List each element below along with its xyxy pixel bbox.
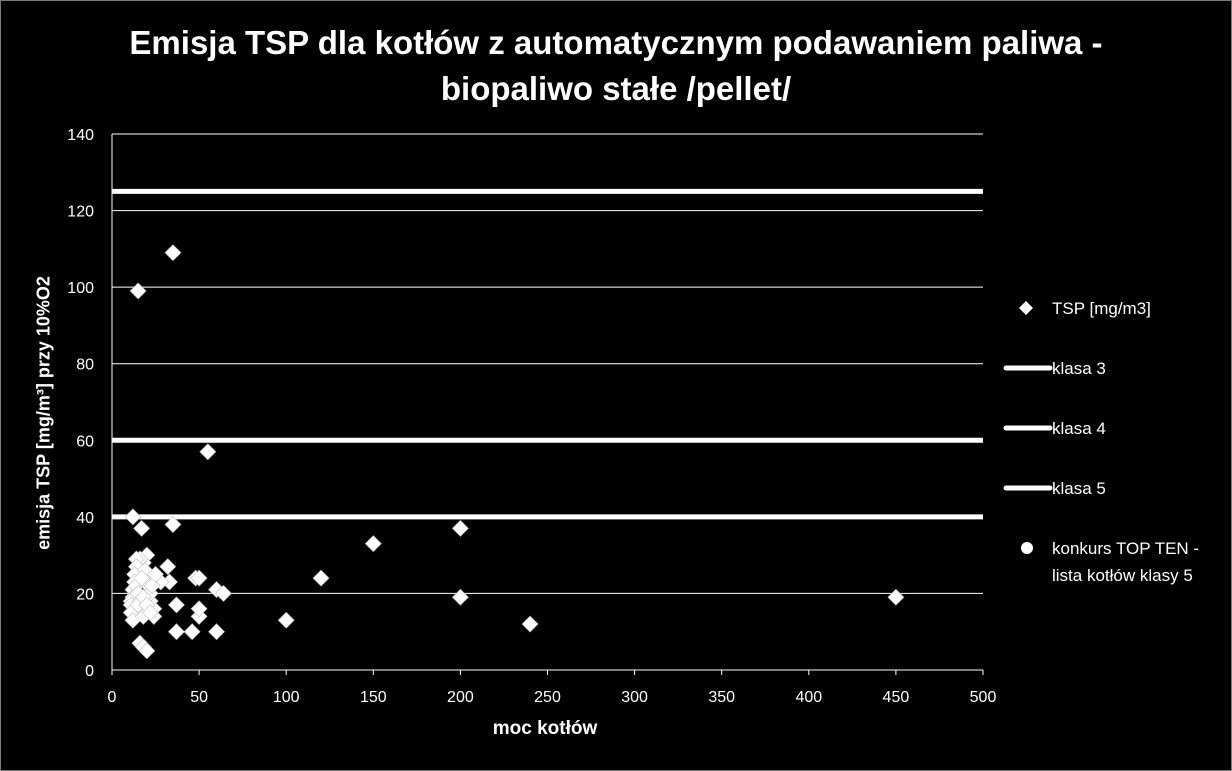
data-point: [138, 642, 156, 660]
y-tick-label: 120: [67, 204, 94, 221]
x-tick-label: 400: [795, 689, 822, 706]
legend-label-top-ten-line2: lista kotłów klasy 5: [1052, 566, 1193, 585]
y-tick-label: 20: [76, 586, 94, 603]
x-axis-label: moc kotłów: [492, 718, 598, 739]
legend-label-klasa-3: klasa 3: [1052, 359, 1106, 378]
data-point: [183, 623, 201, 641]
x-tick-label: 250: [534, 689, 561, 706]
y-tick-label: 80: [76, 357, 94, 374]
y-tick-label: 140: [67, 127, 94, 144]
y-tick-label: 60: [76, 433, 94, 450]
data-point: [164, 516, 182, 533]
data-point: [208, 623, 225, 641]
legend-label-tsp: TSP [mg/m3]: [1052, 299, 1151, 318]
data-point: [159, 558, 177, 576]
data-point: [164, 244, 182, 262]
chart-title-line-1: Emisja TSP dla kotłów z automatycznym po…: [129, 24, 1103, 61]
data-point: [147, 565, 164, 583]
chart-title-line-2: biopaliwo stałe /pellet/: [440, 70, 792, 107]
x-tick-label: 0: [108, 689, 117, 706]
x-tick-label: 300: [621, 689, 648, 706]
data-point: [190, 569, 208, 587]
y-tick-label: 0: [85, 663, 94, 680]
data-point: [168, 596, 185, 614]
data-point: [887, 588, 905, 606]
legend-label-top-ten-line1: konkurs TOP TEN -: [1052, 539, 1199, 558]
data-point: [124, 508, 142, 526]
y-axis-label: emisja TSP [mg/m³] przy 10%O2: [33, 276, 54, 550]
data-point: [215, 585, 232, 602]
data-point: [199, 443, 217, 461]
data-point: [133, 519, 151, 537]
legend-label-klasa-5: klasa 5: [1052, 479, 1106, 498]
legend-marker-diamond: [1019, 301, 1033, 315]
data-point: [312, 569, 330, 587]
x-tick-label: 450: [883, 689, 910, 706]
data-point: [277, 611, 295, 629]
data-point: [451, 519, 469, 537]
legend-label-klasa-4: klasa 4: [1052, 419, 1106, 438]
data-point: [168, 623, 185, 641]
y-tick-label: 40: [76, 510, 94, 527]
x-tick-label: 500: [970, 689, 997, 706]
data-point: [141, 604, 159, 621]
data-point: [521, 615, 539, 633]
x-tick-label: 100: [273, 689, 300, 706]
data-point: [190, 600, 208, 618]
x-tick-label: 200: [447, 689, 474, 706]
x-tick-label: 350: [708, 689, 735, 706]
x-tick-label: 50: [190, 689, 208, 706]
data-point: [451, 588, 469, 606]
y-tick-label: 100: [67, 280, 94, 297]
legend-marker-circle: [1021, 542, 1033, 554]
data-point: [364, 535, 382, 553]
data-point: [129, 282, 147, 300]
data-point: [133, 569, 151, 587]
x-tick-label: 150: [360, 689, 387, 706]
